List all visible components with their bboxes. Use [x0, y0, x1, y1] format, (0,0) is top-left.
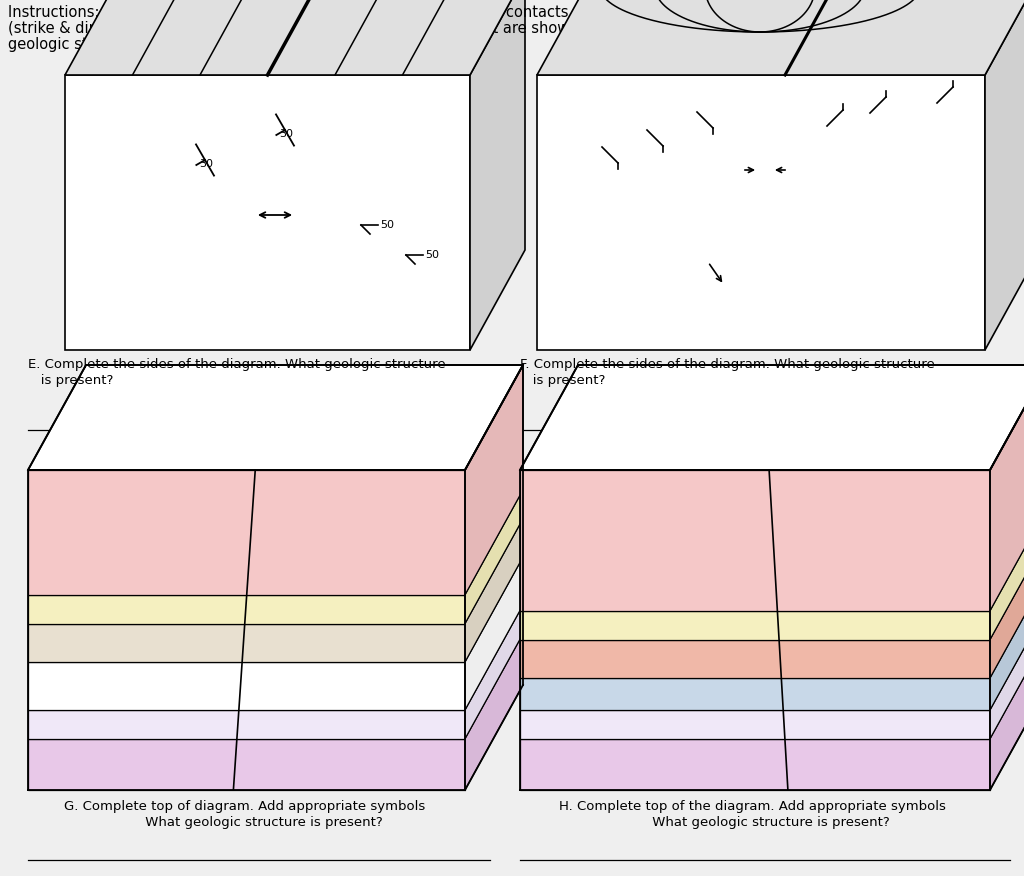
Text: 30: 30: [200, 159, 213, 169]
Text: 50: 50: [425, 250, 439, 260]
Text: (strike & dip symbols, fold axes, faults, etc.) for the structures that are show: (strike & dip symbols, fold axes, faults…: [8, 21, 785, 36]
Polygon shape: [28, 365, 523, 470]
Polygon shape: [520, 738, 990, 790]
Text: What geologic structure is present?: What geologic structure is present?: [108, 816, 383, 829]
Polygon shape: [465, 490, 523, 624]
Polygon shape: [28, 710, 465, 738]
Polygon shape: [520, 365, 1024, 470]
Polygon shape: [537, 75, 985, 350]
Polygon shape: [520, 639, 990, 678]
Text: E. Complete the sides of the diagram. What geologic structure: E. Complete the sides of the diagram. Wh…: [28, 358, 445, 371]
Polygon shape: [990, 573, 1024, 710]
Text: geologic structure in the space below the block.: geologic structure in the space below th…: [8, 37, 360, 52]
Polygon shape: [990, 505, 1024, 639]
Polygon shape: [465, 365, 523, 595]
Polygon shape: [28, 470, 465, 595]
Polygon shape: [470, 0, 525, 350]
Polygon shape: [520, 678, 990, 710]
Text: H. Complete top of the diagram. Add appropriate symbols: H. Complete top of the diagram. Add appr…: [558, 800, 945, 813]
Polygon shape: [990, 634, 1024, 790]
Text: is present?: is present?: [520, 374, 605, 387]
Text: G. Complete top of diagram. Add appropriate symbols: G. Complete top of diagram. Add appropri…: [65, 800, 426, 813]
Polygon shape: [65, 75, 470, 350]
Polygon shape: [990, 365, 1024, 611]
Polygon shape: [465, 634, 523, 790]
Polygon shape: [28, 738, 465, 790]
Polygon shape: [28, 624, 465, 662]
Polygon shape: [465, 557, 523, 710]
Text: F. Complete the sides of the diagram. What geologic structure: F. Complete the sides of the diagram. Wh…: [520, 358, 935, 371]
Polygon shape: [985, 0, 1024, 350]
Polygon shape: [990, 534, 1024, 678]
Polygon shape: [990, 605, 1024, 738]
Polygon shape: [65, 0, 525, 75]
Polygon shape: [465, 519, 523, 662]
Polygon shape: [465, 605, 523, 738]
Polygon shape: [520, 611, 990, 639]
Polygon shape: [520, 470, 990, 611]
Text: 50: 50: [380, 220, 394, 230]
Polygon shape: [520, 710, 990, 738]
Polygon shape: [537, 0, 1024, 75]
Text: 30: 30: [280, 129, 293, 139]
Polygon shape: [28, 595, 465, 624]
Text: Instructions: Complete the block diagrams by drawing the geologic contacts and a: Instructions: Complete the block diagram…: [8, 5, 805, 20]
Text: is present?: is present?: [28, 374, 114, 387]
Text: What geologic structure is present?: What geologic structure is present?: [614, 816, 890, 829]
Polygon shape: [28, 662, 465, 710]
